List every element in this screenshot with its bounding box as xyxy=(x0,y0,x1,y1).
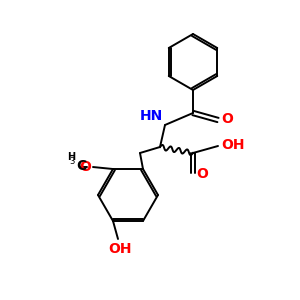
Text: O: O xyxy=(221,112,233,126)
Text: O: O xyxy=(196,167,208,181)
Text: 3: 3 xyxy=(69,157,74,166)
Text: H: H xyxy=(67,152,75,162)
Text: O: O xyxy=(79,160,91,174)
Text: HN: HN xyxy=(140,109,163,123)
Text: OH: OH xyxy=(108,242,132,256)
Text: C: C xyxy=(76,159,86,173)
Text: OH: OH xyxy=(221,138,244,152)
